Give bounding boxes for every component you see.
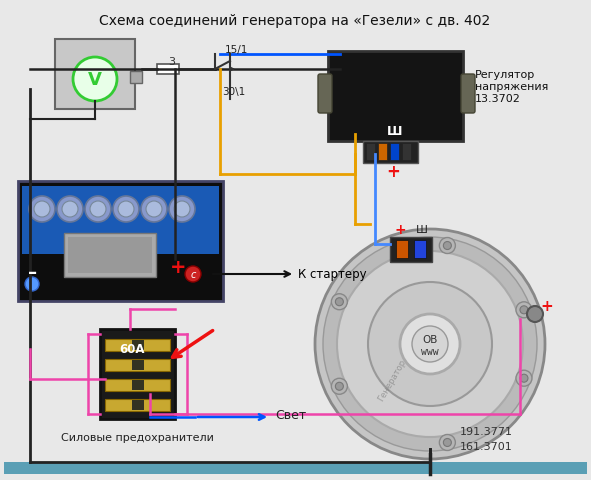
Circle shape: [400, 314, 460, 374]
Circle shape: [57, 197, 83, 223]
Text: с: с: [190, 269, 196, 279]
Circle shape: [332, 378, 348, 395]
FancyBboxPatch shape: [105, 399, 170, 411]
Circle shape: [323, 238, 537, 451]
Text: Силовые предохранители: Силовые предохранители: [60, 432, 213, 442]
FancyBboxPatch shape: [396, 240, 408, 258]
Circle shape: [113, 197, 139, 223]
Circle shape: [335, 383, 343, 390]
FancyBboxPatch shape: [55, 40, 135, 110]
FancyBboxPatch shape: [363, 142, 418, 164]
Text: 191.3771: 191.3771: [460, 426, 513, 436]
FancyBboxPatch shape: [132, 360, 144, 370]
Circle shape: [146, 202, 162, 217]
Circle shape: [439, 434, 455, 451]
FancyBboxPatch shape: [22, 187, 219, 254]
FancyBboxPatch shape: [378, 144, 387, 161]
FancyBboxPatch shape: [157, 65, 179, 75]
Circle shape: [443, 439, 452, 446]
Text: www: www: [421, 346, 439, 356]
Text: Ш: Ш: [387, 125, 402, 138]
Circle shape: [85, 197, 111, 223]
Circle shape: [368, 282, 492, 406]
FancyBboxPatch shape: [18, 181, 223, 301]
Circle shape: [527, 306, 543, 323]
FancyBboxPatch shape: [318, 75, 332, 114]
Circle shape: [516, 371, 532, 386]
Circle shape: [185, 266, 201, 282]
Circle shape: [335, 298, 343, 306]
FancyBboxPatch shape: [105, 339, 170, 351]
Text: 60А: 60А: [119, 343, 145, 356]
Circle shape: [34, 202, 50, 217]
Circle shape: [169, 197, 195, 223]
Circle shape: [25, 277, 39, 291]
Text: ОВ: ОВ: [423, 334, 438, 344]
FancyBboxPatch shape: [4, 462, 587, 474]
FancyBboxPatch shape: [132, 380, 144, 390]
FancyBboxPatch shape: [105, 359, 170, 371]
Text: 30\1: 30\1: [222, 87, 245, 97]
Text: +: +: [541, 299, 553, 314]
Circle shape: [520, 306, 528, 314]
Text: 15/1: 15/1: [225, 45, 248, 55]
Text: Схема соединений генератора на «Гезели» с дв. 402: Схема соединений генератора на «Гезели» …: [99, 14, 491, 28]
Circle shape: [90, 202, 106, 217]
Text: К стартеру: К стартеру: [298, 268, 366, 281]
Text: +: +: [394, 223, 406, 237]
Circle shape: [443, 242, 452, 250]
FancyBboxPatch shape: [366, 144, 375, 161]
Circle shape: [412, 326, 448, 362]
Text: Регулятор
напряжения
13.3702: Регулятор напряжения 13.3702: [475, 70, 548, 103]
FancyBboxPatch shape: [414, 240, 426, 258]
Circle shape: [520, 374, 528, 383]
Text: +: +: [386, 163, 400, 180]
Circle shape: [73, 58, 117, 102]
FancyBboxPatch shape: [402, 144, 411, 161]
Circle shape: [118, 202, 134, 217]
Circle shape: [439, 238, 455, 254]
FancyBboxPatch shape: [130, 72, 142, 84]
Text: V: V: [88, 71, 102, 89]
FancyBboxPatch shape: [390, 238, 432, 263]
Text: Свет: Свет: [275, 408, 306, 421]
Circle shape: [337, 252, 523, 437]
Circle shape: [62, 202, 78, 217]
FancyBboxPatch shape: [461, 75, 475, 114]
FancyBboxPatch shape: [328, 52, 463, 142]
FancyBboxPatch shape: [64, 233, 156, 277]
FancyBboxPatch shape: [132, 340, 144, 350]
Text: Генератор: Генератор: [376, 357, 408, 402]
FancyBboxPatch shape: [132, 400, 144, 410]
Text: 3: 3: [168, 57, 176, 67]
Circle shape: [141, 197, 167, 223]
Circle shape: [315, 229, 545, 459]
FancyBboxPatch shape: [68, 238, 152, 274]
Text: Ш: Ш: [416, 225, 428, 235]
Circle shape: [29, 197, 55, 223]
FancyBboxPatch shape: [100, 329, 175, 419]
Text: –: –: [28, 264, 38, 281]
FancyBboxPatch shape: [105, 379, 170, 391]
Circle shape: [332, 294, 348, 310]
FancyBboxPatch shape: [390, 144, 399, 161]
Text: 161.3701: 161.3701: [460, 441, 513, 451]
Circle shape: [516, 302, 532, 318]
Text: +: +: [170, 258, 186, 277]
Circle shape: [174, 202, 190, 217]
